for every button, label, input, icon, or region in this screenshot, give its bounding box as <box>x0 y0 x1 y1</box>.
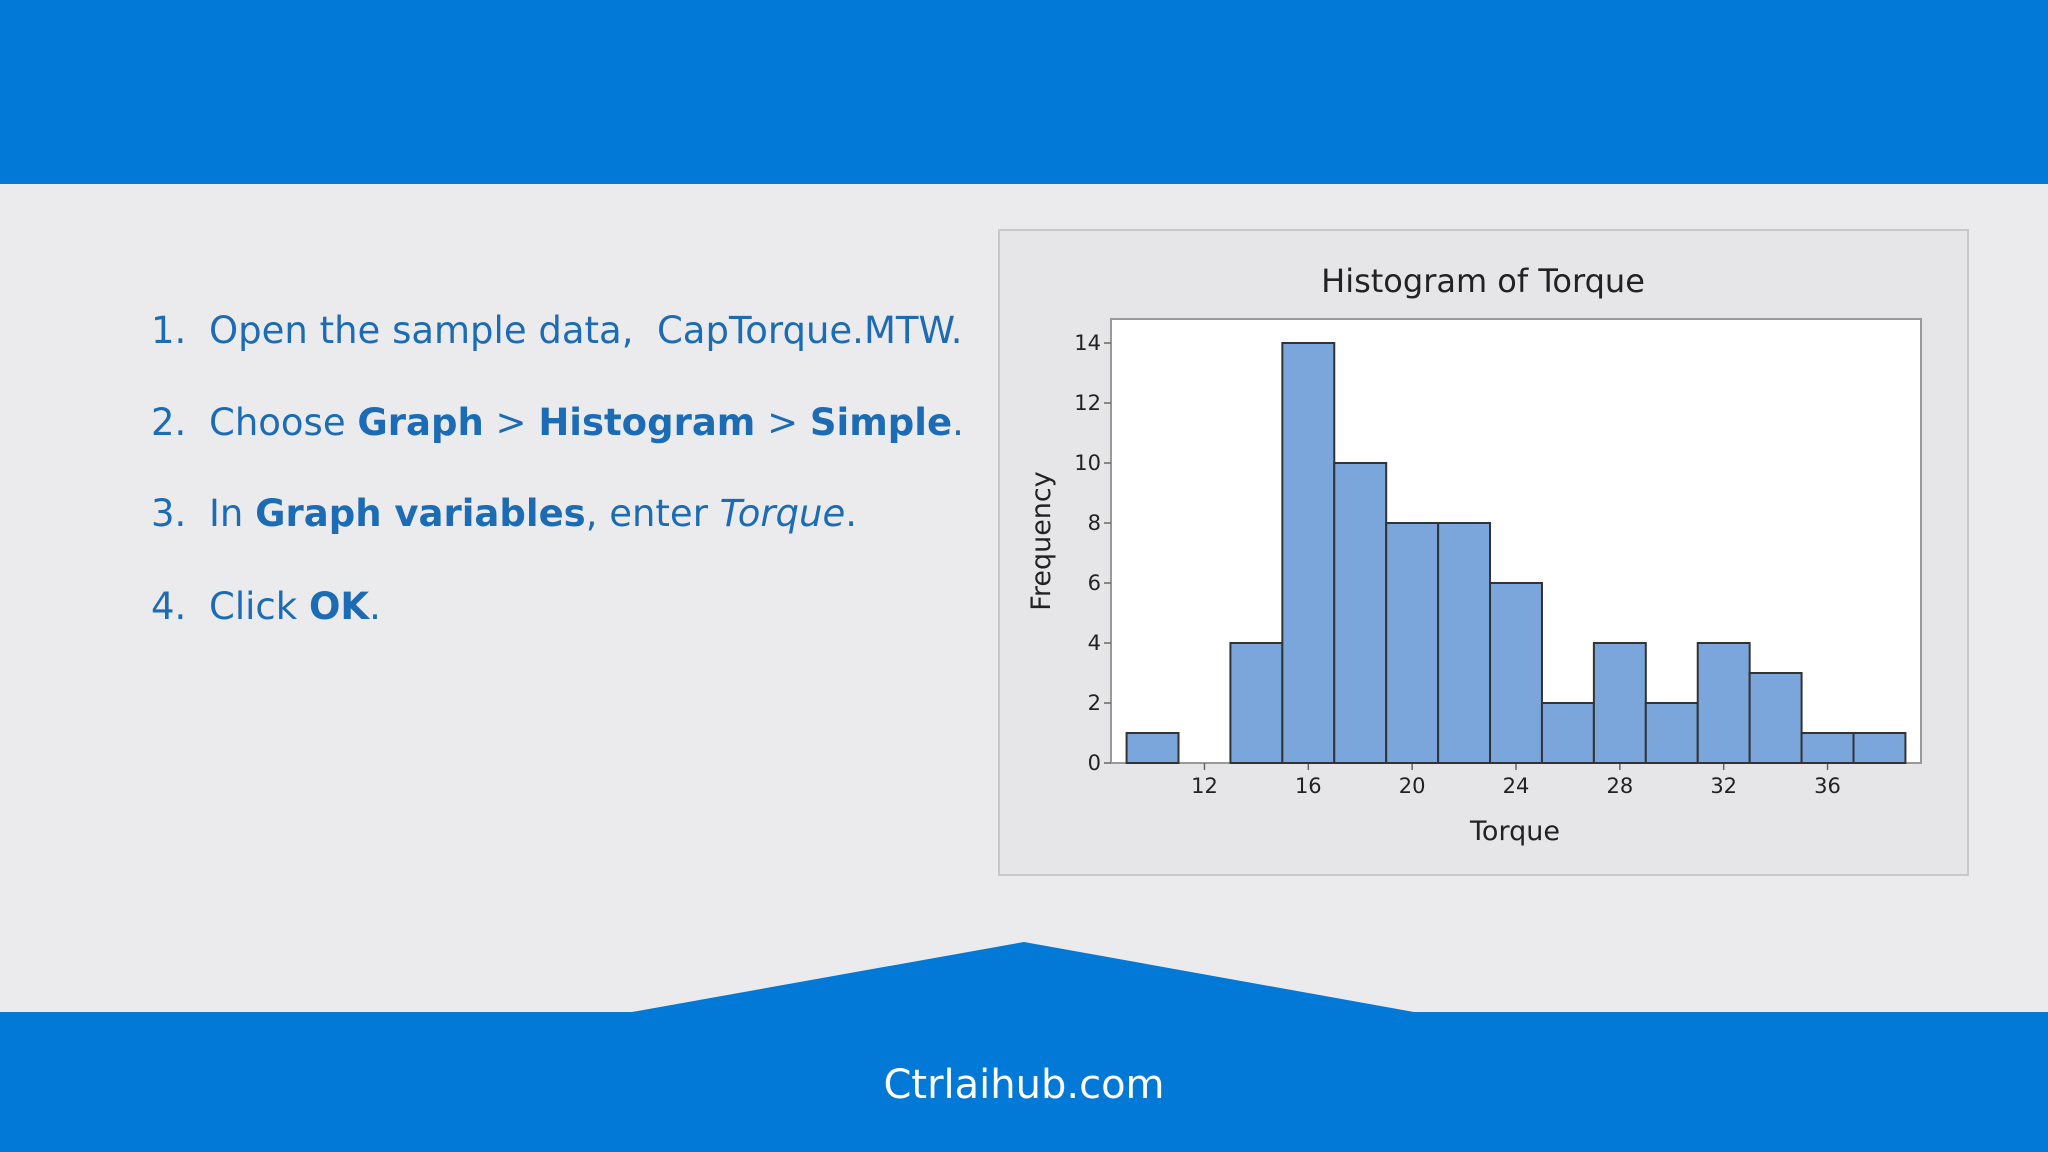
step-part: Open the sample data, CapTorque.MTW. <box>209 309 963 352</box>
x-axis-label: Torque <box>1469 816 1560 847</box>
step-part: Graph variables <box>255 492 586 535</box>
bar <box>1644 702 1699 764</box>
step-number: 2. <box>151 401 186 444</box>
bar <box>1229 642 1284 764</box>
x-tick-label: 32 <box>1710 774 1737 798</box>
header-band <box>0 0 2048 184</box>
x-tick-label: 16 <box>1295 774 1322 798</box>
step-part: OK <box>309 585 370 628</box>
step-text: Open the sample data, CapTorque.MTW. <box>209 309 963 352</box>
step-part: . <box>952 401 964 444</box>
y-tick-label: 14 <box>1074 331 1101 355</box>
y-tick-label: 2 <box>1088 691 1101 715</box>
x-tick-label: 28 <box>1606 774 1633 798</box>
bar <box>1696 642 1751 764</box>
bar <box>1540 702 1595 764</box>
footer-peak <box>632 942 1414 1012</box>
y-tick-label: 8 <box>1088 511 1101 535</box>
y-tick-label: 12 <box>1074 391 1101 415</box>
x-tick-label: 12 <box>1191 774 1218 798</box>
step-part: . <box>845 492 857 535</box>
step-number: 1. <box>151 309 186 352</box>
step-part: , enter <box>586 492 720 535</box>
bar <box>1748 672 1803 764</box>
y-axis-label: Frequency <box>1026 471 1057 611</box>
footer-text: Ctrlaihub.com <box>883 1062 1164 1108</box>
step-part: Choose <box>209 401 357 444</box>
step-part: Graph <box>357 401 483 444</box>
bar <box>1592 642 1647 764</box>
bar <box>1281 342 1336 764</box>
y-tick-label: 10 <box>1074 451 1101 475</box>
y-tick-label: 6 <box>1088 571 1101 595</box>
step-part: Histogram <box>538 401 755 444</box>
step-part: > <box>755 401 810 444</box>
x-tick-label: 36 <box>1814 774 1841 798</box>
bar <box>1125 732 1180 764</box>
bar <box>1437 522 1492 764</box>
y-tick-label: 0 <box>1088 751 1101 775</box>
bar <box>1800 732 1855 764</box>
x-tick-label: 20 <box>1399 774 1426 798</box>
instructions: 1. Open the sample data, CapTorque.MTW. 2.… <box>151 309 964 628</box>
step-text: Click OK. <box>209 585 381 628</box>
step-number: 4. <box>151 585 186 628</box>
step-part: > <box>484 401 539 444</box>
footer-band <box>0 1012 2048 1152</box>
step-part: Simple <box>810 401 952 444</box>
step-part: Torque <box>720 492 846 535</box>
step-text: Choose Graph > Histogram > Simple. <box>209 401 964 444</box>
step-part: . <box>369 585 381 628</box>
step-part: Click <box>209 585 309 628</box>
chart-title: Histogram of Torque <box>1321 262 1645 300</box>
x-tick-label: 24 <box>1503 774 1530 798</box>
bar <box>1333 462 1388 764</box>
bar <box>1385 522 1440 764</box>
y-tick-label: 4 <box>1088 631 1101 655</box>
bar <box>1489 582 1543 764</box>
step-part: In <box>209 492 255 535</box>
step-number: 3. <box>151 492 186 535</box>
step-text: In Graph variables, enter Torque. <box>209 492 857 535</box>
bar <box>1852 732 1907 764</box>
